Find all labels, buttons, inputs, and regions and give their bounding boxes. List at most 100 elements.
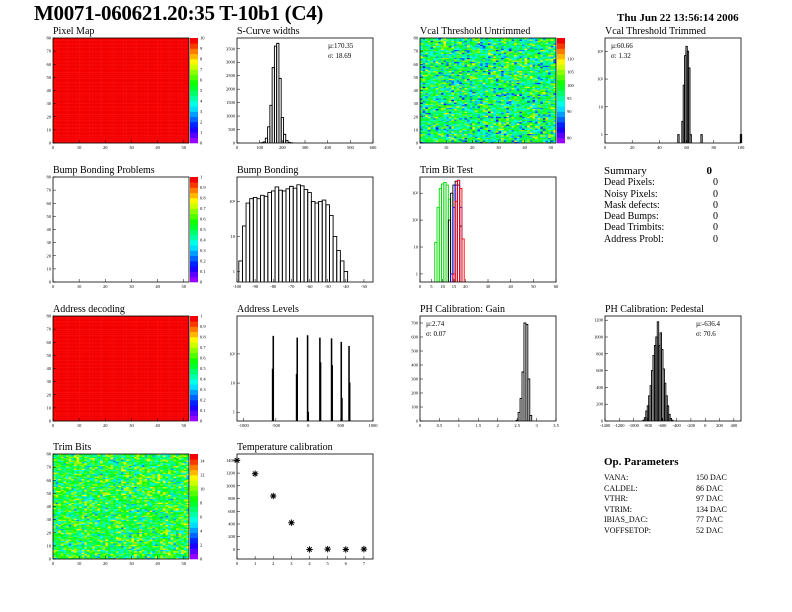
heatmap-cell (73, 141, 77, 144)
heatmap-cell (422, 49, 426, 52)
heatmap-cell (170, 62, 174, 65)
heatmap-cell (115, 123, 119, 125)
heatmap-cell (186, 70, 190, 73)
heatmap-cell (160, 128, 164, 131)
heatmap-cell (58, 78, 62, 81)
heatmap-cell (433, 82, 436, 85)
heatmap-cell (131, 110, 135, 112)
heatmap-cell (134, 131, 137, 133)
heatmap-cell (81, 99, 85, 102)
heatmap-cell (76, 43, 80, 45)
heatmap-cell (425, 61, 429, 64)
heatmap-cell (68, 115, 72, 117)
heatmap-cell (438, 41, 442, 44)
heatmap-cell (89, 124, 93, 127)
heatmap-cell (152, 61, 156, 64)
heatmap-cell (97, 49, 101, 52)
heatmap-cell (105, 39, 109, 41)
heatmap-cell (170, 107, 174, 110)
heatmap-cell (58, 69, 62, 72)
heatmap-cell (55, 111, 59, 114)
heatmap-cell (155, 108, 158, 111)
heatmap-cell (420, 119, 423, 121)
heatmap-cell (147, 127, 150, 129)
heatmap-cell (155, 82, 158, 85)
heatmap-cell (425, 73, 429, 75)
heatmap-cell (113, 98, 116, 100)
heatmap-cell (435, 99, 439, 102)
heatmap-cell (173, 68, 177, 70)
heatmap-cell (76, 137, 80, 140)
heatmap-cell (149, 108, 153, 111)
heatmap-cell (102, 64, 106, 66)
heatmap-cell (60, 132, 64, 135)
heatmap-cell (71, 104, 75, 107)
heatmap-cell (186, 48, 190, 51)
heatmap-cell (134, 51, 137, 53)
heatmap-cell (175, 66, 179, 69)
heatmap-cell (435, 76, 439, 78)
heatmap-cell (147, 41, 150, 44)
heatmap-cell (71, 132, 75, 135)
heatmap-cell (175, 56, 179, 58)
heatmap-cell (53, 102, 56, 104)
heatmap-cell (115, 66, 119, 69)
heatmap-cell (427, 90, 431, 93)
heatmap-cell (435, 47, 439, 49)
heatmap-cell (73, 48, 77, 51)
heatmap-cell (63, 66, 67, 69)
heatmap-cell (121, 74, 124, 77)
heatmap-cell (97, 60, 101, 62)
color-scale-step (190, 64, 198, 70)
heatmap-cell (435, 118, 439, 120)
heatmap-cell (175, 114, 179, 116)
heatmap-cell (53, 120, 56, 123)
heatmap-cell (131, 114, 135, 116)
heatmap-cell (84, 124, 88, 127)
heatmap-cell (155, 128, 158, 131)
heatmap-cell (152, 41, 156, 44)
heatmap-cell (152, 74, 156, 77)
heatmap-cell (186, 74, 190, 77)
heatmap-cell (107, 98, 111, 100)
heatmap-cell (422, 115, 426, 117)
heatmap-cell (139, 107, 143, 110)
heatmap-cell (152, 53, 156, 56)
heatmap-cell (53, 74, 56, 77)
heatmap-cell (155, 55, 158, 57)
heatmap-cell (92, 141, 96, 144)
heatmap-cell (73, 56, 77, 58)
heatmap-cell (113, 69, 116, 72)
heatmap-cell (181, 115, 184, 117)
heatmap-cell (118, 80, 122, 82)
heatmap-cell (186, 108, 190, 111)
color-scale-step (190, 95, 198, 102)
heatmap-cell (71, 59, 75, 61)
heatmap-cell (170, 41, 174, 44)
heatmap-cell (183, 112, 187, 115)
heatmap-cell (63, 93, 67, 95)
heatmap-cell (58, 140, 62, 142)
heatmap-cell (97, 103, 101, 106)
heatmap-cell (147, 90, 150, 93)
heatmap-cell (84, 47, 88, 49)
heatmap-cell (152, 115, 156, 117)
heatmap-cell (139, 140, 143, 142)
heatmap-cell (435, 65, 439, 68)
heatmap-cell (55, 131, 59, 133)
x-tick-label: 40 (155, 145, 160, 150)
heatmap-cell (105, 81, 109, 83)
heatmap-cell (422, 44, 426, 47)
heatmap-cell (149, 78, 153, 81)
heatmap-cell (430, 49, 434, 52)
heatmap-cell (68, 90, 72, 93)
heatmap-cell (100, 80, 103, 82)
heatmap-cell (126, 85, 130, 87)
heatmap-cell (81, 123, 85, 125)
heatmap-cell (435, 86, 439, 89)
heatmap-cell (84, 99, 88, 102)
heatmap-cell (168, 136, 171, 138)
heatmap-cell (139, 48, 143, 51)
heatmap-cell (94, 44, 98, 47)
y-tick-label: 3500 (226, 46, 236, 51)
